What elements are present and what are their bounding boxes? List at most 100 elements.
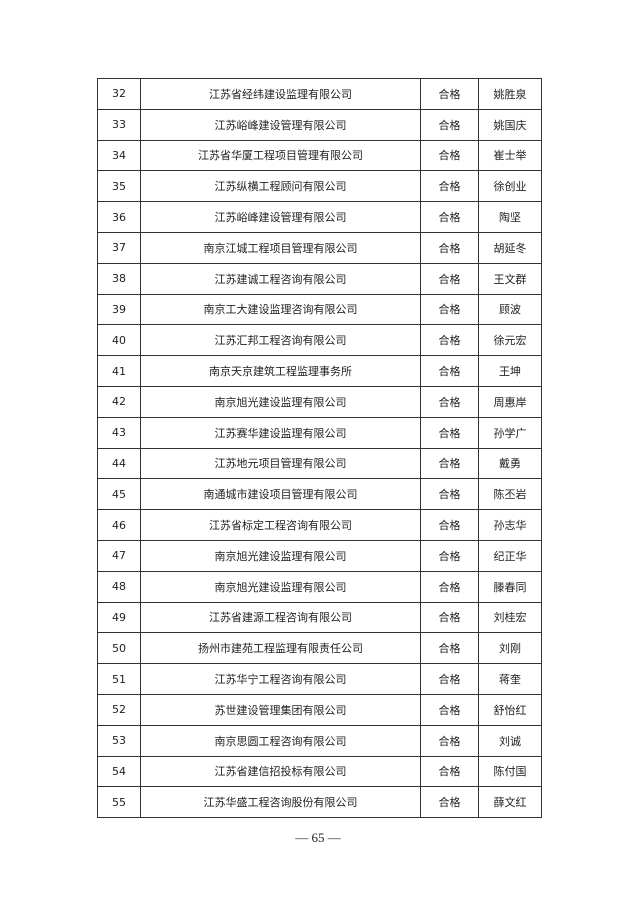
person-name: 刘桂宏 xyxy=(478,601,542,634)
person-name: 陈付国 xyxy=(478,755,542,788)
result: 合格 xyxy=(420,478,479,511)
table-row: 45 南通城市建设项目管理有限公司 合格 陈丕岩 xyxy=(97,478,542,511)
table-row: 34 江苏省华厦工程项目管理有限公司 合格 崔士举 xyxy=(97,139,542,172)
person-name: 戴勇 xyxy=(478,447,542,480)
row-number: 52 xyxy=(97,693,141,726)
row-number: 32 xyxy=(97,78,141,110)
table-row: 39 南京工大建设监理咨询有限公司 合格 顾波 xyxy=(97,293,542,326)
company-name: 江苏华宁工程咨询有限公司 xyxy=(140,663,421,695)
row-number: 37 xyxy=(97,231,141,264)
result: 合格 xyxy=(420,324,479,357)
company-name: 江苏峪峰建设管理有限公司 xyxy=(140,108,421,141)
person-name: 舒怡红 xyxy=(478,693,542,726)
result: 合格 xyxy=(420,693,479,726)
result: 合格 xyxy=(420,447,479,480)
results-table: 32 江苏省经纬建设监理有限公司 合格 姚胜泉 33 江苏峪峰建设管理有限公司 合格 姚国庆 3… xyxy=(97,78,542,819)
result: 合格 xyxy=(420,724,479,757)
person-name: 胡延冬 xyxy=(478,231,542,264)
company-name: 南京旭光建设监理有限公司 xyxy=(140,570,421,603)
result: 合格 xyxy=(420,139,479,172)
table-row: 46 江苏省标定工程咨询有限公司 合格 孙志华 xyxy=(97,509,542,541)
table-row: 52 苏世建设管理集团有限公司 合格 舒怡红 xyxy=(97,693,542,726)
row-number: 36 xyxy=(97,201,141,233)
table-row: 55 江苏华盛工程咨询股份有限公司 合格 薛文红 xyxy=(97,786,542,819)
table-row: 41 南京天京建筑工程监理事务所 合格 王坤 xyxy=(97,355,542,387)
table-row: 43 江苏赛华建设监理有限公司 合格 孙学广 xyxy=(97,416,542,449)
person-name: 王文群 xyxy=(478,262,542,295)
company-name: 南京旭光建设监理有限公司 xyxy=(140,385,421,418)
company-name: 南京天京建筑工程监理事务所 xyxy=(140,355,421,387)
person-name: 徐元宏 xyxy=(478,324,542,357)
result: 合格 xyxy=(420,170,479,203)
person-name: 纪正华 xyxy=(478,539,542,572)
row-number: 44 xyxy=(97,447,141,480)
person-name: 薛文红 xyxy=(478,786,542,819)
table-row: 54 江苏省建信招投标有限公司 合格 陈付国 xyxy=(97,755,542,788)
table-row: 38 江苏建诚工程咨询有限公司 合格 王文群 xyxy=(97,262,542,295)
person-name: 周惠岸 xyxy=(478,385,542,418)
table-row: 42 南京旭光建设监理有限公司 合格 周惠岸 xyxy=(97,385,542,418)
row-number: 35 xyxy=(97,170,141,203)
company-name: 江苏省华厦工程项目管理有限公司 xyxy=(140,139,421,172)
row-number: 49 xyxy=(97,601,141,634)
company-name: 江苏省经纬建设监理有限公司 xyxy=(140,78,421,110)
result: 合格 xyxy=(420,601,479,634)
company-name: 江苏纵横工程顾问有限公司 xyxy=(140,170,421,203)
company-name: 江苏汇邦工程咨询有限公司 xyxy=(140,324,421,357)
row-number: 33 xyxy=(97,108,141,141)
company-name: 南通城市建设项目管理有限公司 xyxy=(140,478,421,511)
result: 合格 xyxy=(420,632,479,665)
company-name: 江苏地元项目管理有限公司 xyxy=(140,447,421,480)
person-name: 刘诚 xyxy=(478,724,542,757)
company-name: 南京工大建设监理咨询有限公司 xyxy=(140,293,421,326)
row-number: 40 xyxy=(97,324,141,357)
result: 合格 xyxy=(420,570,479,603)
company-name: 江苏省标定工程咨询有限公司 xyxy=(140,509,421,541)
result: 合格 xyxy=(420,539,479,572)
row-number: 50 xyxy=(97,632,141,665)
table-row: 44 江苏地元项目管理有限公司 合格 戴勇 xyxy=(97,447,542,480)
result: 合格 xyxy=(420,262,479,295)
person-name: 孙志华 xyxy=(478,509,542,541)
person-name: 徐创业 xyxy=(478,170,542,203)
company-name: 南京思圆工程咨询有限公司 xyxy=(140,724,421,757)
page-number: — 65 — xyxy=(295,830,341,845)
row-number: 38 xyxy=(97,262,141,295)
table-row: 51 江苏华宁工程咨询有限公司 合格 蒋奎 xyxy=(97,663,542,695)
result: 合格 xyxy=(420,786,479,819)
row-number: 39 xyxy=(97,293,141,326)
company-name: 南京旭光建设监理有限公司 xyxy=(140,539,421,572)
table-row: 33 江苏峪峰建设管理有限公司 合格 姚国庆 xyxy=(97,108,542,141)
table-row: 53 南京思圆工程咨询有限公司 合格 刘诚 xyxy=(97,724,542,757)
table-row: 32 江苏省经纬建设监理有限公司 合格 姚胜泉 xyxy=(97,78,542,110)
company-name: 江苏赛华建设监理有限公司 xyxy=(140,416,421,449)
company-name: 江苏建诚工程咨询有限公司 xyxy=(140,262,421,295)
person-name: 崔士举 xyxy=(478,139,542,172)
table-row: 47 南京旭光建设监理有限公司 合格 纪正华 xyxy=(97,539,542,572)
row-number: 54 xyxy=(97,755,141,788)
person-name: 顾波 xyxy=(478,293,542,326)
person-name: 蒋奎 xyxy=(478,663,542,695)
row-number: 42 xyxy=(97,385,141,418)
company-name: 苏世建设管理集团有限公司 xyxy=(140,693,421,726)
company-name: 江苏省建源工程咨询有限公司 xyxy=(140,601,421,634)
table-row: 36 江苏峪峰建设管理有限公司 合格 陶坚 xyxy=(97,201,542,233)
person-name: 姚胜泉 xyxy=(478,78,542,110)
table-row: 48 南京旭光建设监理有限公司 合格 滕春同 xyxy=(97,570,542,603)
table-row: 40 江苏汇邦工程咨询有限公司 合格 徐元宏 xyxy=(97,324,542,357)
person-name: 王坤 xyxy=(478,355,542,387)
row-number: 43 xyxy=(97,416,141,449)
table-row: 49 江苏省建源工程咨询有限公司 合格 刘桂宏 xyxy=(97,601,542,634)
row-number: 48 xyxy=(97,570,141,603)
result: 合格 xyxy=(420,509,479,541)
row-number: 45 xyxy=(97,478,141,511)
result: 合格 xyxy=(420,108,479,141)
person-name: 刘刚 xyxy=(478,632,542,665)
table-row: 37 南京江城工程项目管理有限公司 合格 胡延冬 xyxy=(97,231,542,264)
result: 合格 xyxy=(420,355,479,387)
table-row: 50 扬州市建苑工程监理有限责任公司 合格 刘刚 xyxy=(97,632,542,665)
result: 合格 xyxy=(420,755,479,788)
row-number: 41 xyxy=(97,355,141,387)
company-name: 江苏峪峰建设管理有限公司 xyxy=(140,201,421,233)
company-name: 江苏华盛工程咨询股份有限公司 xyxy=(140,786,421,819)
